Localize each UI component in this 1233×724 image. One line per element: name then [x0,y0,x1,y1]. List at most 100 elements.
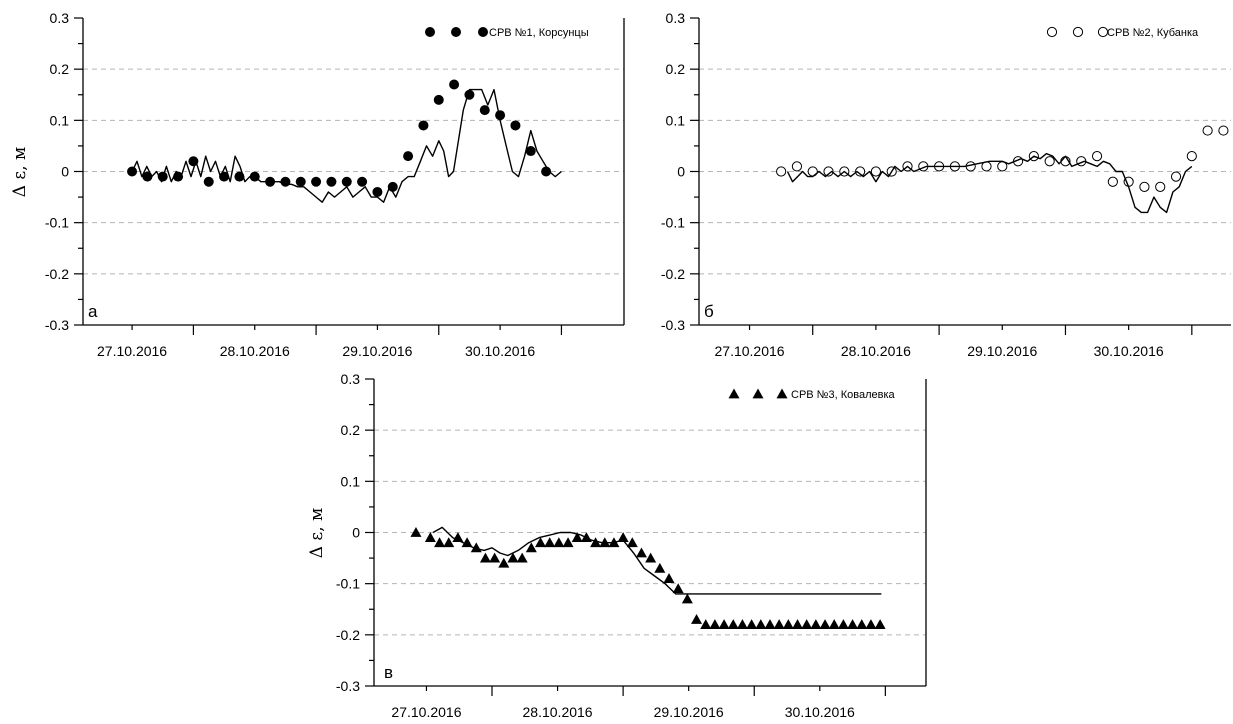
x-tick-label: 28.10.2016 [841,343,911,359]
y-tick-label: -0.3 [45,317,69,333]
data-point [498,557,510,568]
data-point [525,542,537,553]
data-point [764,619,776,629]
data-point [326,176,337,187]
data-point [449,79,460,90]
y-tick-label: 0.2 [341,422,361,438]
data-point [424,532,436,543]
y-tick-label: 0.1 [341,473,361,489]
plot-area-b [776,125,1229,214]
data-point [1218,125,1229,136]
y-tick-label: 0.2 [666,61,686,77]
data-point [525,146,536,157]
data-point [295,176,306,187]
x-tick-label: 29.10.2016 [654,704,724,720]
y-tick-label: 0.3 [50,10,70,26]
legend-marker [478,27,488,37]
data-point [203,176,214,187]
data-point [562,537,574,548]
panel-b: 0.3 0.2 0.1 0 -0.1 -0.2 -0.3 27.10.2016 28.10.20… [661,10,1231,359]
data-point [443,537,455,548]
legend-marker [1072,26,1084,38]
data-point [1044,156,1055,167]
data-point [495,110,506,121]
data-point [746,619,758,629]
data-point [1155,181,1166,192]
legend-label-a: СРВ №1, Корсунцы [489,27,589,39]
data-point [870,166,882,177]
data-point [782,619,794,629]
data-point [127,166,138,177]
x-tick-label: 30.10.2016 [465,343,535,359]
data-point [792,619,804,629]
data-point [418,120,429,131]
panel-letter-c: в [384,663,393,682]
legend-marker [451,27,461,37]
data-point [1139,181,1150,192]
y-tick-label: 0.1 [666,112,686,128]
y-tick-label: 0 [677,164,685,180]
y-tick-label: -0.1 [336,576,360,592]
legend-a: СРВ №1, Корсунцы [425,27,589,39]
data-point [541,166,552,177]
data-point [635,547,647,558]
data-point [516,552,528,563]
data-point [828,619,840,629]
data-point [510,120,521,131]
y-tick-label: -0.2 [336,627,360,643]
data-point [700,619,712,629]
data-point [791,161,803,172]
data-point [1186,151,1197,162]
data-point [1091,151,1103,162]
data-point [433,94,444,105]
data-point [479,552,491,563]
x-tick-label: 29.10.2016 [342,343,412,359]
grid-a [83,68,624,275]
y-tick-label: -0.1 [661,215,685,231]
grid-c [374,429,926,636]
data-point [590,537,602,548]
y-axis-label-c: Δ ε, м [307,508,327,559]
data-point [672,583,684,594]
data-point [617,532,629,543]
plot-area-c [410,526,886,629]
legend-b: СРВ №2, Кубанка [1046,26,1199,39]
data-point [663,573,675,583]
data-point [1170,171,1182,182]
data-point [709,619,721,629]
y-tick-label: -0.2 [45,266,69,282]
series-line [131,88,562,203]
data-point [434,537,446,548]
data-point [810,619,822,629]
y-tick-label: -0.1 [45,215,69,231]
data-point [847,619,859,629]
panel-letter-b: б [704,302,714,321]
axes-b: 0.3 0.2 0.1 0 -0.1 -0.2 -0.3 27.10.2016 28.10.20… [661,10,1231,359]
data-point [403,151,414,162]
axes-c: 0.3 0.2 0.1 0 -0.1 -0.2 -0.3 27.10.2016 28.10.20… [336,371,927,720]
legend-marker [752,388,764,399]
y-tick-label: 0 [352,525,360,541]
axes-a: 0.3 0.2 0.1 0 -0.1 -0.2 -0.3 27.10.2016 28.10.20… [45,10,625,359]
y-tick-label: 0.2 [50,61,70,77]
panel-c: Δ ε, м 0.3 0.2 0.1 0 -0.1 -0.2 -0.3 27.10.2016 2… [307,371,927,720]
data-point [727,619,739,629]
x-tick-label: 27.10.2016 [97,343,167,359]
x-tick-label: 30.10.2016 [785,704,855,720]
data-point [311,176,322,187]
y-axis-label-a: Δ ε, м [10,147,30,198]
legend-marker [1046,26,1058,38]
data-point [372,186,383,197]
series-line [432,526,882,595]
series-line [786,152,1193,214]
legend-marker [1097,26,1109,38]
data-point [755,619,767,629]
y-tick-label: 0.3 [341,371,361,387]
data-point [736,619,748,629]
panel-letter-a: а [88,302,98,321]
data-point [681,593,693,604]
legend-label-c: СРВ №3, Ковалевка [791,389,896,401]
y-tick-label: 0 [61,164,69,180]
data-point [357,176,368,187]
data-point [280,176,291,187]
